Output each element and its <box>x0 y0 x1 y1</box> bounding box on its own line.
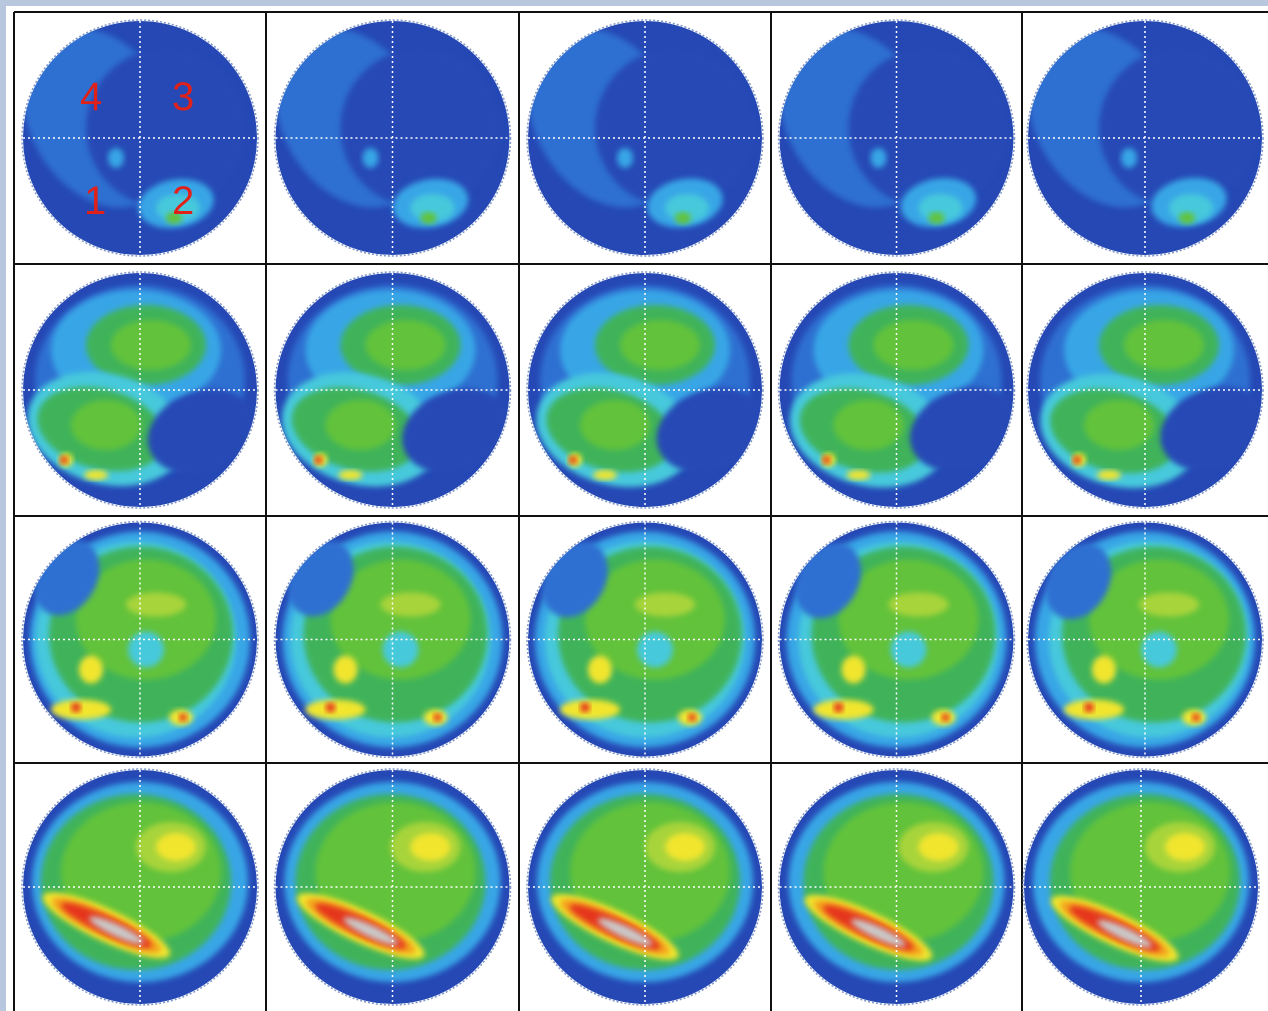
disc-map <box>273 768 512 1006</box>
quadrant-label-4: 4 <box>80 75 102 119</box>
disc-map <box>777 19 1016 257</box>
frame-left-edge <box>0 0 6 1011</box>
disc-map <box>1026 271 1264 509</box>
frame-top-edge <box>0 0 1268 6</box>
disc-map <box>1022 768 1260 1006</box>
disc-map <box>1026 520 1264 759</box>
disc-map <box>273 271 512 509</box>
disc-map <box>21 520 259 759</box>
disc-map <box>21 271 259 509</box>
quadrant-labels: 4 3 1 2 <box>80 75 194 223</box>
disc-map <box>21 19 259 257</box>
disc-map <box>526 271 764 509</box>
disc-map <box>777 768 1016 1006</box>
quadrant-label-1: 1 <box>84 179 106 223</box>
disc-map <box>526 768 764 1006</box>
disc-map <box>526 19 764 257</box>
quadrant-label-3: 3 <box>172 75 194 119</box>
quadrant-label-2: 2 <box>172 179 194 223</box>
grid-lines <box>13 11 1268 1011</box>
disc-map <box>777 520 1016 759</box>
disc-map <box>1026 19 1264 257</box>
disc-map <box>21 768 259 1006</box>
disc-map <box>273 19 512 257</box>
disc-map <box>777 271 1016 509</box>
disc-map <box>273 520 512 759</box>
disc-map <box>526 520 764 759</box>
